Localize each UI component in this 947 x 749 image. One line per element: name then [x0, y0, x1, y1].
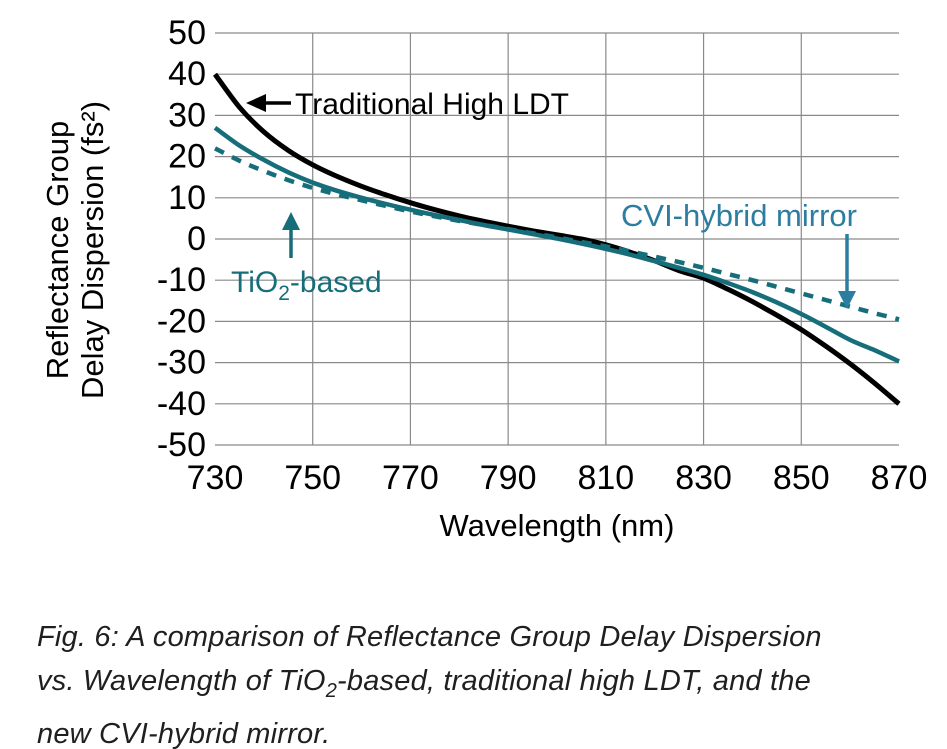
x-tick-label: 830 — [675, 459, 732, 497]
chart-area: 50 40 30 20 10 0 -10 -20 -30 -40 -50 730 750 770 790 81… — [40, 14, 928, 543]
y-tick-label: 20 — [168, 138, 206, 176]
caption-subscript: 2 — [325, 679, 338, 702]
y-axis-title: Delay Dispersion (fs²) — [75, 101, 110, 399]
y-tick-label: 10 — [168, 179, 206, 217]
x-tick-label: 770 — [382, 459, 439, 497]
y-tick-label: 30 — [168, 96, 206, 134]
series-cvi-hybrid-mirror — [214, 146, 900, 322]
x-tick-label: 870 — [871, 459, 928, 497]
x-tick-label: 730 — [187, 459, 244, 497]
annotation-cvi-hybrid-mirror: CVI-hybrid mirror — [621, 198, 857, 309]
annotation-traditional-high-ldt: Traditional High LDT — [246, 88, 569, 121]
y-tick-label: -20 — [157, 302, 206, 340]
annotation-tio2-based: TiO2-based — [231, 212, 382, 305]
y-tick-label: -30 — [157, 344, 206, 382]
caption-text: Fig. 6: A comparison of Reflectance Grou… — [37, 621, 822, 653]
figure-caption: Fig. 6: A comparison of Reflectance Grou… — [37, 616, 927, 749]
x-tick-label: 790 — [480, 459, 537, 497]
y-tick-label: 40 — [168, 55, 206, 93]
x-axis-title: Wavelength (nm) — [440, 508, 675, 543]
y-axis-title: Reflectance Group — [40, 121, 75, 379]
caption-line-2: vs. Wavelength of TiO2-based, traditiona… — [37, 660, 927, 713]
y-tick-label: -10 — [157, 261, 206, 299]
annotation-label: CVI-hybrid mirror — [621, 198, 857, 233]
caption-text: -based, traditional high LDT, and the — [337, 664, 811, 697]
annotation-label: Traditional High LDT — [295, 88, 569, 121]
x-tick-label: 850 — [773, 459, 830, 497]
y-tick-label: -50 — [157, 426, 206, 464]
caption-line-1: Fig. 6: A comparison of Reflectance Grou… — [37, 616, 927, 660]
arrow-left-icon — [246, 94, 266, 112]
caption-text: new CVI-hybrid mirror. — [37, 717, 331, 749]
y-tick-label: 50 — [168, 14, 206, 52]
annotation-label: TiO2-based — [231, 266, 382, 305]
x-tick-label: 810 — [577, 459, 634, 497]
x-tick-label: 750 — [284, 459, 341, 497]
arrow-up-icon — [282, 212, 300, 230]
series-tio2-based — [213, 125, 900, 364]
caption-line-3: new CVI-hybrid mirror. — [37, 713, 927, 749]
arrow-down-icon — [838, 291, 856, 309]
y-tick-label: -40 — [157, 385, 206, 423]
caption-text: vs. Wavelength of TiO — [37, 664, 326, 697]
series-traditional-high-ldt — [212, 72, 901, 406]
y-tick-label: 0 — [187, 220, 206, 258]
